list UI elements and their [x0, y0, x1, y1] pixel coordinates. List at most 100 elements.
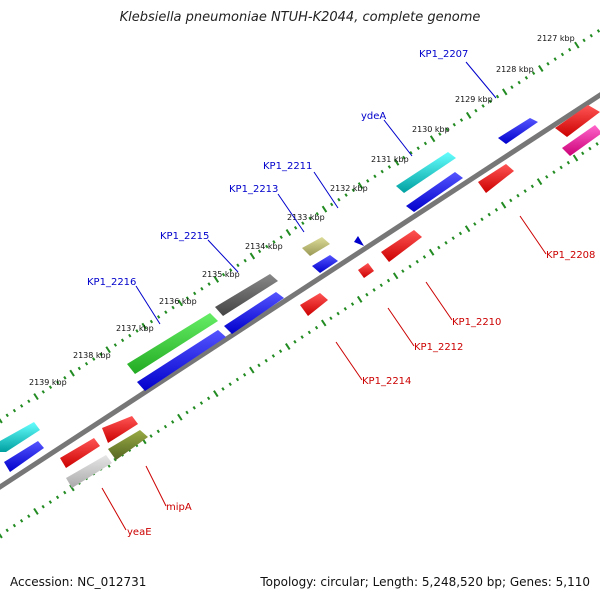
tick-mark [171, 420, 175, 424]
tick-mark [560, 52, 565, 57]
tick-mark [373, 174, 377, 179]
kbp-label: 2138 kbp [73, 351, 111, 360]
tick-mark [538, 65, 544, 72]
tick-mark [300, 335, 304, 339]
tick-mark [5, 528, 9, 533]
tick-mark [48, 500, 53, 504]
gene-label: KP1_2213 [229, 184, 278, 195]
tick-mark [596, 29, 600, 33]
tick-mark [0, 418, 3, 424]
tick-mark [293, 226, 298, 230]
tick-mark [271, 354, 276, 358]
tick-mark [523, 189, 527, 193]
tick-mark [487, 212, 491, 217]
label-leaders [101, 61, 547, 531]
tick-mark [265, 244, 269, 249]
tick-mark [12, 523, 17, 528]
tick-mark [500, 201, 507, 209]
reverse-tick-track [0, 142, 599, 539]
gene-feature[interactable] [562, 125, 600, 156]
tick-mark [63, 490, 67, 495]
tick-mark [27, 399, 31, 404]
tick-mark [321, 205, 328, 213]
tick-mark [501, 88, 508, 96]
tick-mark [229, 268, 233, 272]
gene-feature[interactable] [224, 292, 284, 334]
tick-mark [207, 282, 211, 286]
gene-feature[interactable] [300, 293, 328, 316]
tick-mark [559, 165, 563, 170]
tick-mark [366, 179, 370, 183]
gene-feature[interactable] [108, 430, 148, 460]
tick-mark [293, 339, 297, 344]
gene-feature[interactable] [0, 422, 40, 452]
gene-feature[interactable] [302, 237, 330, 256]
tick-mark [408, 264, 412, 269]
gene-feature[interactable] [396, 152, 456, 193]
tick-mark [48, 385, 53, 389]
tick-mark [343, 307, 347, 311]
tick-mark [422, 255, 427, 259]
gene-feature[interactable] [354, 236, 364, 246]
forward-gene-features [0, 105, 600, 472]
tick-mark [221, 272, 226, 277]
tick-mark [589, 33, 593, 38]
tick-mark [308, 216, 312, 221]
gene-feature[interactable] [555, 105, 600, 137]
kbp-label: 2136 kbp [159, 297, 197, 306]
gene-feature[interactable] [498, 118, 538, 144]
gene-feature[interactable] [312, 255, 338, 273]
tick-mark [99, 352, 103, 357]
gene-feature[interactable] [127, 313, 218, 374]
tick-mark [379, 283, 383, 288]
tick-mark [171, 305, 175, 310]
tick-mark [402, 155, 406, 160]
kbp-label: 2128 kbp [496, 65, 534, 74]
gene-feature[interactable] [4, 441, 44, 472]
tick-mark [531, 71, 536, 75]
gene-feature[interactable] [102, 416, 138, 443]
tick-mark [372, 288, 376, 292]
tick-mark [206, 396, 211, 401]
tick-mark [141, 322, 147, 330]
tick-mark [285, 343, 291, 350]
gene-label: yeaE [127, 527, 152, 538]
tick-mark [473, 222, 477, 226]
reverse-gene-features [60, 164, 514, 488]
tick-mark [393, 158, 400, 166]
tick-mark [249, 252, 256, 260]
gene-feature[interactable] [406, 172, 463, 212]
tick-mark [581, 151, 585, 156]
gene-feature[interactable] [215, 274, 278, 316]
tick-mark [149, 319, 154, 324]
map-title: Klebsiella pneumoniae NTUH-K2044, comple… [119, 10, 481, 25]
gene-feature[interactable] [137, 330, 226, 391]
gene-feature[interactable] [66, 455, 112, 488]
tick-mark [452, 122, 456, 127]
tick-mark [0, 533, 3, 539]
tick-mark [386, 278, 391, 283]
kbp-label: 2137 kbp [116, 324, 154, 333]
tick-mark [552, 170, 556, 174]
tick-mark [524, 76, 529, 80]
gene-feature[interactable] [381, 230, 422, 262]
tick-mark [213, 390, 219, 398]
tick-mark [156, 315, 161, 319]
gene-feature[interactable] [60, 438, 100, 468]
gene-feature[interactable] [478, 164, 514, 193]
gene-label: KP1_2210 [452, 317, 501, 328]
tick-mark [330, 202, 334, 207]
gene-label: KP1_2212 [414, 342, 463, 353]
tick-mark [553, 57, 557, 61]
tick-mark [272, 240, 276, 244]
genome-backbone [0, 92, 600, 490]
tick-mark [480, 217, 484, 222]
gene-label: KP1_2214 [362, 376, 411, 387]
tick-mark [235, 377, 240, 382]
tick-mark [19, 519, 24, 523]
gene-feature[interactable] [358, 263, 374, 278]
tick-mark [41, 504, 45, 509]
tick-mark [120, 338, 125, 343]
tick-mark [33, 507, 39, 515]
tick-mark [351, 188, 355, 193]
